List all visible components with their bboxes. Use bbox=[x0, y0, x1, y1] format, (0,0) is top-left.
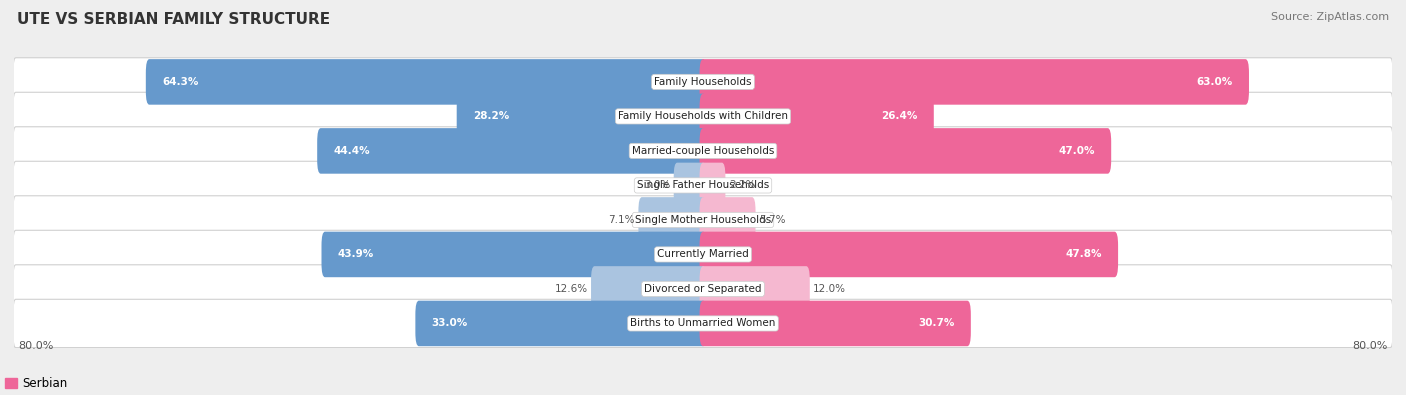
Text: 12.6%: 12.6% bbox=[554, 284, 588, 294]
FancyBboxPatch shape bbox=[700, 94, 934, 139]
FancyBboxPatch shape bbox=[146, 59, 706, 105]
Text: 12.0%: 12.0% bbox=[813, 284, 846, 294]
Text: Family Households with Children: Family Households with Children bbox=[619, 111, 787, 121]
Text: UTE VS SERBIAN FAMILY STRUCTURE: UTE VS SERBIAN FAMILY STRUCTURE bbox=[17, 12, 330, 27]
Text: 43.9%: 43.9% bbox=[337, 249, 374, 260]
Text: 5.7%: 5.7% bbox=[759, 215, 786, 225]
Text: Single Mother Households: Single Mother Households bbox=[636, 215, 770, 225]
Text: 80.0%: 80.0% bbox=[1353, 341, 1388, 352]
Text: 3.0%: 3.0% bbox=[644, 181, 671, 190]
Text: 26.4%: 26.4% bbox=[882, 111, 918, 121]
FancyBboxPatch shape bbox=[673, 163, 706, 208]
FancyBboxPatch shape bbox=[591, 266, 706, 312]
Text: 80.0%: 80.0% bbox=[18, 341, 53, 352]
FancyBboxPatch shape bbox=[13, 265, 1393, 313]
Text: 28.2%: 28.2% bbox=[472, 111, 509, 121]
Text: 63.0%: 63.0% bbox=[1197, 77, 1233, 87]
Text: Births to Unmarried Women: Births to Unmarried Women bbox=[630, 318, 776, 329]
FancyBboxPatch shape bbox=[415, 301, 706, 346]
FancyBboxPatch shape bbox=[13, 127, 1393, 175]
Legend: Ute, Serbian: Ute, Serbian bbox=[0, 377, 67, 390]
Text: 33.0%: 33.0% bbox=[432, 318, 468, 329]
FancyBboxPatch shape bbox=[700, 266, 810, 312]
FancyBboxPatch shape bbox=[13, 161, 1393, 210]
FancyBboxPatch shape bbox=[700, 59, 1249, 105]
Text: Family Households: Family Households bbox=[654, 77, 752, 87]
Text: Married-couple Households: Married-couple Households bbox=[631, 146, 775, 156]
Text: Single Father Households: Single Father Households bbox=[637, 181, 769, 190]
FancyBboxPatch shape bbox=[13, 230, 1393, 278]
FancyBboxPatch shape bbox=[13, 299, 1393, 348]
FancyBboxPatch shape bbox=[13, 92, 1393, 141]
FancyBboxPatch shape bbox=[700, 197, 755, 243]
Text: Divorced or Separated: Divorced or Separated bbox=[644, 284, 762, 294]
FancyBboxPatch shape bbox=[638, 197, 706, 243]
Text: Currently Married: Currently Married bbox=[657, 249, 749, 260]
FancyBboxPatch shape bbox=[700, 163, 725, 208]
Text: 64.3%: 64.3% bbox=[162, 77, 198, 87]
Text: 47.0%: 47.0% bbox=[1059, 146, 1095, 156]
FancyBboxPatch shape bbox=[457, 94, 706, 139]
FancyBboxPatch shape bbox=[13, 196, 1393, 244]
Text: 47.8%: 47.8% bbox=[1066, 249, 1102, 260]
Text: 2.2%: 2.2% bbox=[728, 181, 755, 190]
Text: 7.1%: 7.1% bbox=[609, 215, 636, 225]
Text: 30.7%: 30.7% bbox=[918, 318, 955, 329]
FancyBboxPatch shape bbox=[700, 301, 970, 346]
FancyBboxPatch shape bbox=[700, 231, 1118, 277]
FancyBboxPatch shape bbox=[13, 58, 1393, 106]
FancyBboxPatch shape bbox=[322, 231, 706, 277]
Text: Source: ZipAtlas.com: Source: ZipAtlas.com bbox=[1271, 12, 1389, 22]
FancyBboxPatch shape bbox=[318, 128, 706, 174]
Text: 44.4%: 44.4% bbox=[333, 146, 370, 156]
FancyBboxPatch shape bbox=[700, 128, 1111, 174]
